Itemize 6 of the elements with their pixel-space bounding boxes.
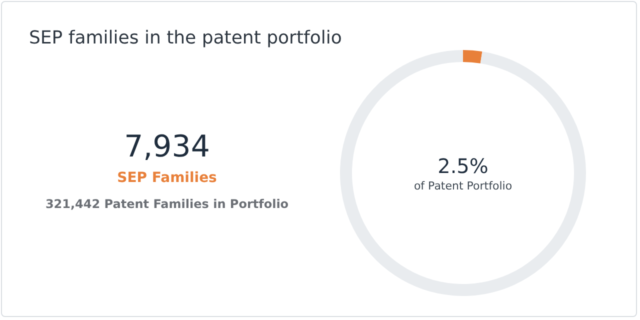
text: 321,442 Patent Families in Portfolio: [45, 197, 289, 211]
text: SEP Families: [117, 170, 217, 186]
text: 7,934: [124, 130, 210, 164]
text: of Patent Portfolio: [414, 180, 512, 192]
text: 2.5%: [438, 154, 488, 178]
text: SEP families in the patent portfolio: [29, 28, 342, 48]
